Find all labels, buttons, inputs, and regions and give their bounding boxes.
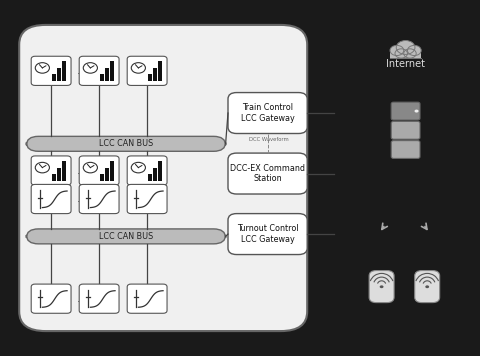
FancyBboxPatch shape [31, 284, 71, 313]
Circle shape [380, 286, 384, 288]
Bar [153, 168, 157, 181]
Text: ...: ... [77, 194, 88, 204]
Circle shape [408, 45, 421, 56]
FancyBboxPatch shape [31, 56, 71, 85]
Bar [110, 161, 114, 181]
Bar [148, 74, 152, 81]
Bar [110, 61, 114, 81]
Bar [158, 61, 162, 81]
Bar [153, 68, 157, 81]
Text: ...: ... [77, 166, 88, 176]
FancyBboxPatch shape [228, 153, 307, 194]
Text: Internet: Internet [386, 59, 425, 69]
Circle shape [396, 41, 415, 54]
FancyBboxPatch shape [228, 214, 307, 255]
FancyBboxPatch shape [31, 184, 71, 214]
FancyBboxPatch shape [369, 271, 394, 303]
FancyBboxPatch shape [391, 121, 420, 139]
Bar [100, 174, 104, 181]
Bar [57, 68, 61, 81]
FancyBboxPatch shape [79, 156, 119, 185]
Circle shape [425, 286, 429, 288]
Bar [158, 161, 162, 181]
Text: DCC-EX Command
Station: DCC-EX Command Station [230, 164, 305, 183]
FancyBboxPatch shape [26, 229, 226, 244]
Bar [62, 61, 66, 81]
FancyBboxPatch shape [127, 284, 167, 313]
Text: DCC Waveform: DCC Waveform [249, 136, 288, 141]
Bar [390, 50, 421, 58]
FancyBboxPatch shape [391, 102, 420, 120]
Bar [105, 168, 109, 181]
Bar [52, 74, 56, 81]
Text: ...: ... [77, 66, 88, 76]
Circle shape [415, 110, 419, 112]
Text: LCC CAN BUS: LCC CAN BUS [99, 139, 153, 148]
FancyBboxPatch shape [31, 156, 71, 185]
FancyBboxPatch shape [19, 25, 307, 331]
Circle shape [404, 49, 416, 58]
FancyBboxPatch shape [79, 284, 119, 313]
FancyBboxPatch shape [79, 56, 119, 85]
Bar [100, 74, 104, 81]
Bar [105, 68, 109, 81]
Bar [62, 161, 66, 181]
FancyBboxPatch shape [228, 93, 307, 134]
Bar [57, 168, 61, 181]
Circle shape [390, 45, 404, 56]
FancyBboxPatch shape [391, 141, 420, 158]
Text: Turnout Control
LCC Gateway: Turnout Control LCC Gateway [237, 224, 299, 244]
Bar [148, 174, 152, 181]
Text: Train Control
LCC Gateway: Train Control LCC Gateway [241, 103, 294, 123]
Text: ...: ... [77, 294, 88, 304]
FancyBboxPatch shape [79, 184, 119, 214]
FancyBboxPatch shape [127, 156, 167, 185]
Text: LCC CAN BUS: LCC CAN BUS [99, 232, 153, 241]
FancyBboxPatch shape [127, 56, 167, 85]
Circle shape [395, 49, 408, 58]
Bar [52, 174, 56, 181]
FancyBboxPatch shape [415, 271, 440, 303]
FancyBboxPatch shape [127, 184, 167, 214]
FancyBboxPatch shape [26, 136, 226, 151]
